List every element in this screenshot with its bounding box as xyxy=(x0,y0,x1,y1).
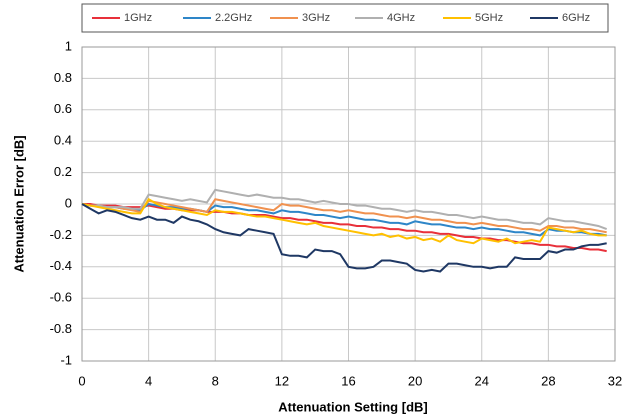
y-tick-label: 0.2 xyxy=(54,164,72,179)
legend-label: 6GHz xyxy=(562,12,590,24)
y-tick-label: -1 xyxy=(60,352,72,367)
y-tick-label: 0.4 xyxy=(54,133,72,148)
y-tick-label: -0.4 xyxy=(50,258,72,273)
x-tick-label: 20 xyxy=(408,373,422,388)
y-tick-label: -0.8 xyxy=(50,321,72,336)
legend-label: 5GHz xyxy=(475,12,503,24)
x-axis-label: Attenuation Setting [dB] xyxy=(278,399,427,414)
legend-label: 1GHz xyxy=(124,12,152,24)
y-tick-label: -0.2 xyxy=(50,227,72,242)
legend-label: 2.2GHz xyxy=(215,12,252,24)
legend-label: 3GHz xyxy=(302,12,330,24)
y-tick-label: 0.6 xyxy=(54,101,72,116)
x-tick-label: 16 xyxy=(341,373,355,388)
y-tick-label: -0.6 xyxy=(50,290,72,305)
series-line xyxy=(81,198,607,234)
y-tick-label: 0 xyxy=(65,195,72,210)
x-tick-label: 24 xyxy=(475,373,489,388)
x-tick-label: 8 xyxy=(212,373,219,388)
legend-box xyxy=(81,3,609,33)
series-line xyxy=(81,188,608,231)
x-tick-label: 12 xyxy=(275,373,289,388)
series-line xyxy=(81,197,607,245)
x-tick-label: 4 xyxy=(145,373,152,388)
legend-label: 4GHz xyxy=(387,12,415,24)
y-axis-label: Attenuation Error [dB] xyxy=(11,135,26,272)
x-tick-label: 32 xyxy=(608,373,622,388)
y-tick-label: 1 xyxy=(65,38,72,53)
series-line xyxy=(81,203,607,273)
x-tick-label: 28 xyxy=(541,373,555,388)
y-tick-label: 0.8 xyxy=(54,70,72,85)
x-tick-label: 0 xyxy=(78,373,85,388)
